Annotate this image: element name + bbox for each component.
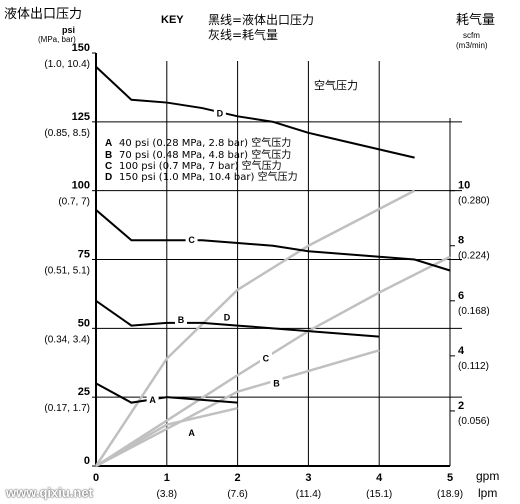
y-right-tick-sub-2: (0.168) [458,306,490,317]
legend-text-d: 150 psi (1.0 MPa, 10.4 bar) 空气压力 [119,172,298,183]
legend-text-b: 70 psi (0.48 MPa, 4.8 bar) 空气压力 [119,150,292,161]
y-left-tick-label-5: 25 [78,386,90,398]
x-tick-label-1: 1 [164,472,170,484]
y-right-tick-sub-0: (0.280) [458,196,490,207]
fluid-label-bg-b [174,313,187,326]
y-left-tick-label-4: 50 [78,317,90,329]
fluid-series-b [95,299,380,338]
y-right-tick-label-2: 6 [458,290,464,302]
y-right-unit-scfm: scfm [463,31,480,40]
fluid-series-label-d: D [217,109,224,119]
fluid-series-c [95,209,451,272]
air-label-bg-a [185,425,198,438]
x-tick-label-2: 2 [235,472,241,484]
y-left-tick-sub-1: (0.85, 8.5) [44,128,90,139]
air-series-label-b: B [273,378,280,388]
fluid-series-label-b: B [178,315,185,325]
y-right-tick-label-4: 2 [458,400,464,412]
fluid-series-label-c: C [188,235,195,245]
y-left-tick-sub-3: (0.51, 5.1) [44,266,90,277]
x-unit-gpm: gpm [476,469,500,483]
fluid-label-bg-a [146,392,159,405]
y-right-tick-sub-1: (0.224) [458,251,490,262]
legend-black-line: 黑线=液体出口压力 [208,13,315,27]
air-label-bg-b [270,376,283,389]
y-left-tick-sub-4: (0.34, 3.4) [44,334,90,345]
air-pressure-area-label: 空气压力 [314,79,358,92]
air-series-label-d: D [224,312,231,322]
y-left-tick-label-6: 0 [84,455,90,467]
y-right-tick-label-3: 4 [458,345,465,357]
x-tick-sub-3: (11.4) [296,489,321,500]
air-series-a [95,406,238,468]
y-left-label: 液体出口压力 [4,7,83,22]
x-tick-sub-5: (18.9) [437,489,463,500]
fluid-label-bg-d [213,106,226,119]
watermark: www.qixiu.net [6,485,93,500]
legend-letter-d: D [105,172,113,183]
air-label-bg-c [259,351,272,364]
y-left-tick-sub-5: (0.17, 1.7) [44,403,90,414]
y-right-label: 耗气量 [456,13,496,28]
y-left-tick-sub-0: (1.0, 10.4) [44,59,90,70]
x-unit-lpm: lpm [478,486,498,500]
air-label-bg-d [220,310,233,323]
legend-text-a: 40 psi (0.28 MPa, 2.8 bar) 空气压力 [119,138,292,149]
legend-gray-line: 灰线=耗气量 [208,28,279,42]
y-left-tick-sub-2: (0.7, 7) [58,197,90,208]
legend-text-c: 100 psi (0.7 MPa, 7 bar) 空气压力 [119,161,282,172]
air-series-label-a: A [188,428,195,438]
key-label: KEY [161,14,184,26]
x-tick-sub-1: (3.8) [157,489,178,500]
y-left-unit-mpa: (MPa, bar) [38,35,76,44]
fluid-series-label-a: A [149,395,156,405]
y-left-tick-label-1: 125 [72,111,90,123]
x-tick-sub-2: (7.6) [227,489,248,500]
air-series-b [95,349,380,468]
legend-letter-c: C [105,161,113,172]
y-left-unit-psi: psi [62,25,76,35]
x-tick-label-5: 5 [447,472,453,484]
y-left-tick-label-3: 75 [78,249,90,261]
y-left-tick-label-0: 150 [72,42,90,54]
y-left-tick-label-2: 100 [72,180,90,192]
y-right-unit-m3: (m3/min) [456,41,488,50]
y-right-tick-sub-4: (0.056) [458,416,490,427]
air-series-label-c: C [263,354,270,364]
fluid-series-a [95,382,238,404]
legend-entry-a: A 40 psi (0.28 MPa, 2.8 bar) 空气压力 [105,139,291,149]
y-right-tick-sub-3: (0.112) [458,361,489,372]
x-tick-label-0: 0 [93,472,99,484]
x-tick-label-3: 3 [305,472,311,484]
fluid-series-d [95,66,415,159]
air-series-d [94,189,416,467]
legend-entry-b: B 70 psi (0.48 MPa, 4.8 bar) 空气压力 [105,151,291,161]
x-tick-sub-4: (15.1) [366,489,392,500]
legend-entry-c: C 100 psi (0.7 MPa, 7 bar) 空气压力 [105,162,282,172]
legend-letter-b: B [105,150,113,161]
legend-letter-a: A [105,138,113,149]
legend-entry-d: D 150 psi (1.0 MPa, 10.4 bar) 空气压力 [105,173,298,183]
y-right-tick-label-0: 10 [458,180,470,192]
y-right-tick-label-1: 8 [458,235,464,247]
x-tick-label-4: 4 [376,472,383,484]
fluid-label-bg-c [185,233,198,246]
